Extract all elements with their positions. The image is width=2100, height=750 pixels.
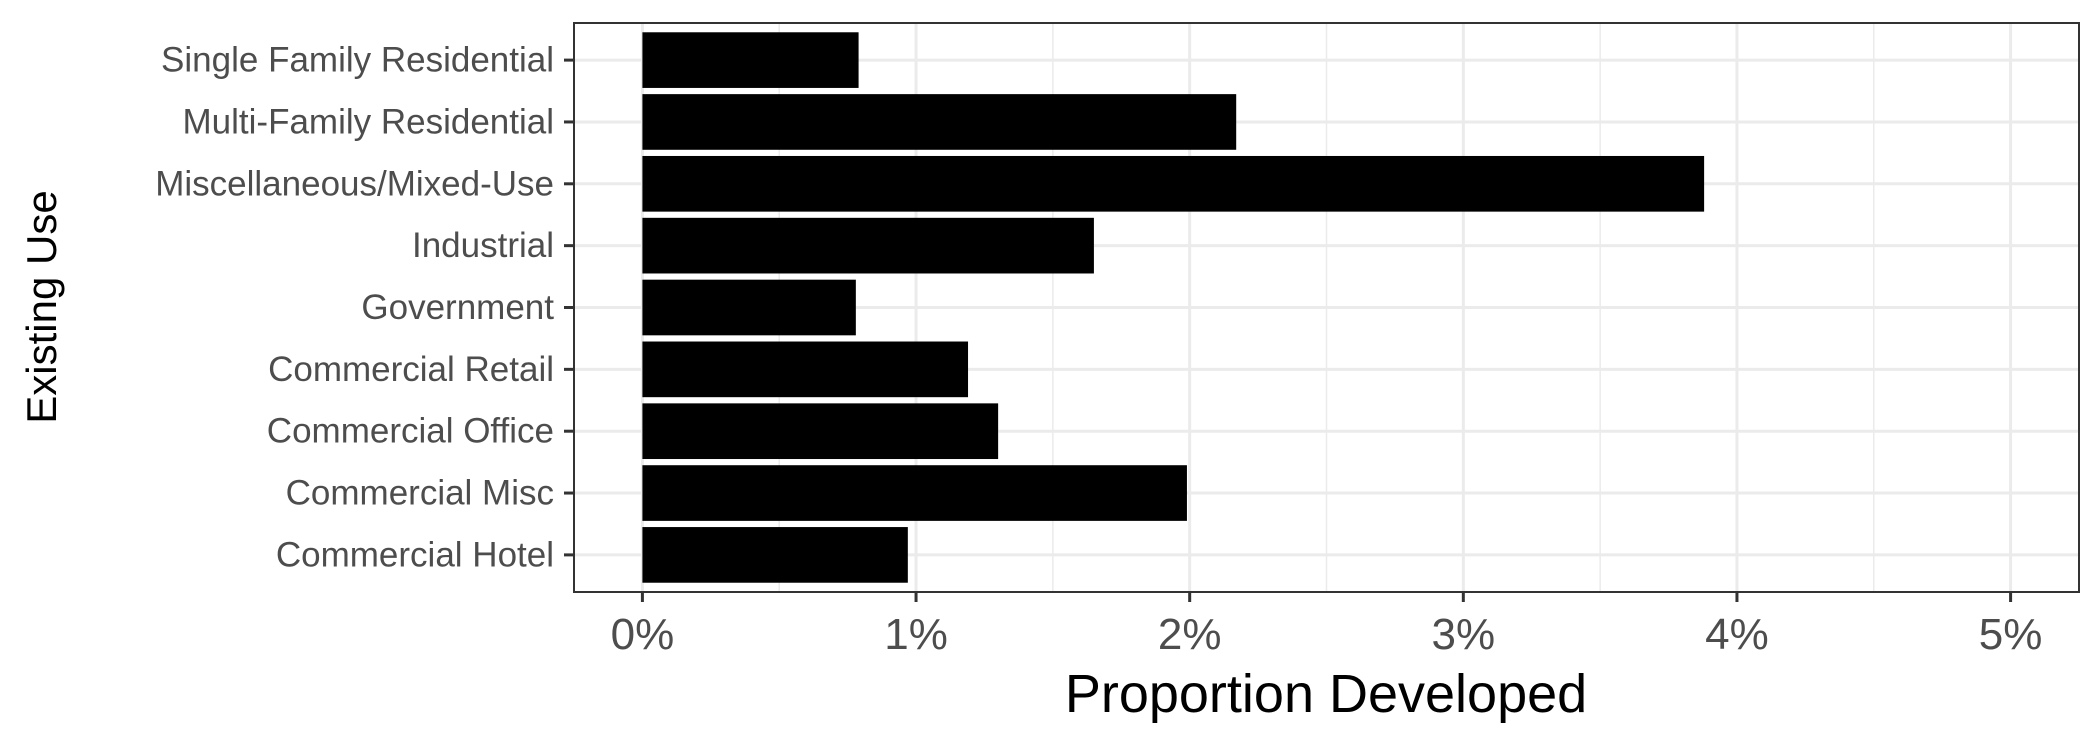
y-tick-label: Commercial Office (267, 412, 554, 451)
y-tick-label: Government (361, 288, 554, 327)
bars (642, 32, 1705, 583)
bar-commercial-office (642, 403, 999, 460)
bar-industrial (642, 217, 1094, 274)
x-axis-title: Proportion Developed (1065, 664, 1587, 724)
bar-single-family-residential (642, 32, 859, 88)
y-tick-label: Multi-Family Residential (183, 102, 554, 141)
bar-government (642, 279, 856, 336)
y-tick-label: Commercial Misc (286, 474, 554, 513)
x-axis-ticks: 0% 1% 2% 3% 4% 5% (611, 592, 2043, 659)
y-tick-label: Miscellaneous/Mixed-Use (155, 164, 554, 203)
x-tick-label: 0% (611, 610, 675, 659)
y-axis-ticks: Single Family Residential Multi-Family Re… (155, 41, 574, 574)
y-axis-title: Existing Use (18, 190, 65, 423)
x-tick-label: 3% (1432, 610, 1496, 659)
bar-multi-family-residential (642, 94, 1237, 150)
bar-miscellaneous-mixed-use (642, 155, 1705, 212)
y-tick-label: Single Family Residential (161, 41, 554, 80)
x-tick-label: 4% (1705, 610, 1769, 659)
y-tick-label: Commercial Hotel (276, 535, 554, 574)
bar-commercial-misc (642, 465, 1187, 521)
bar-commercial-hotel (642, 527, 908, 583)
x-tick-label: 2% (1158, 610, 1222, 659)
x-tick-label: 5% (1979, 610, 2043, 659)
x-tick-label: 1% (884, 610, 948, 659)
y-tick-label: Industrial (412, 226, 554, 265)
y-tick-label: Commercial Retail (268, 350, 554, 389)
bar-commercial-retail (642, 341, 969, 398)
